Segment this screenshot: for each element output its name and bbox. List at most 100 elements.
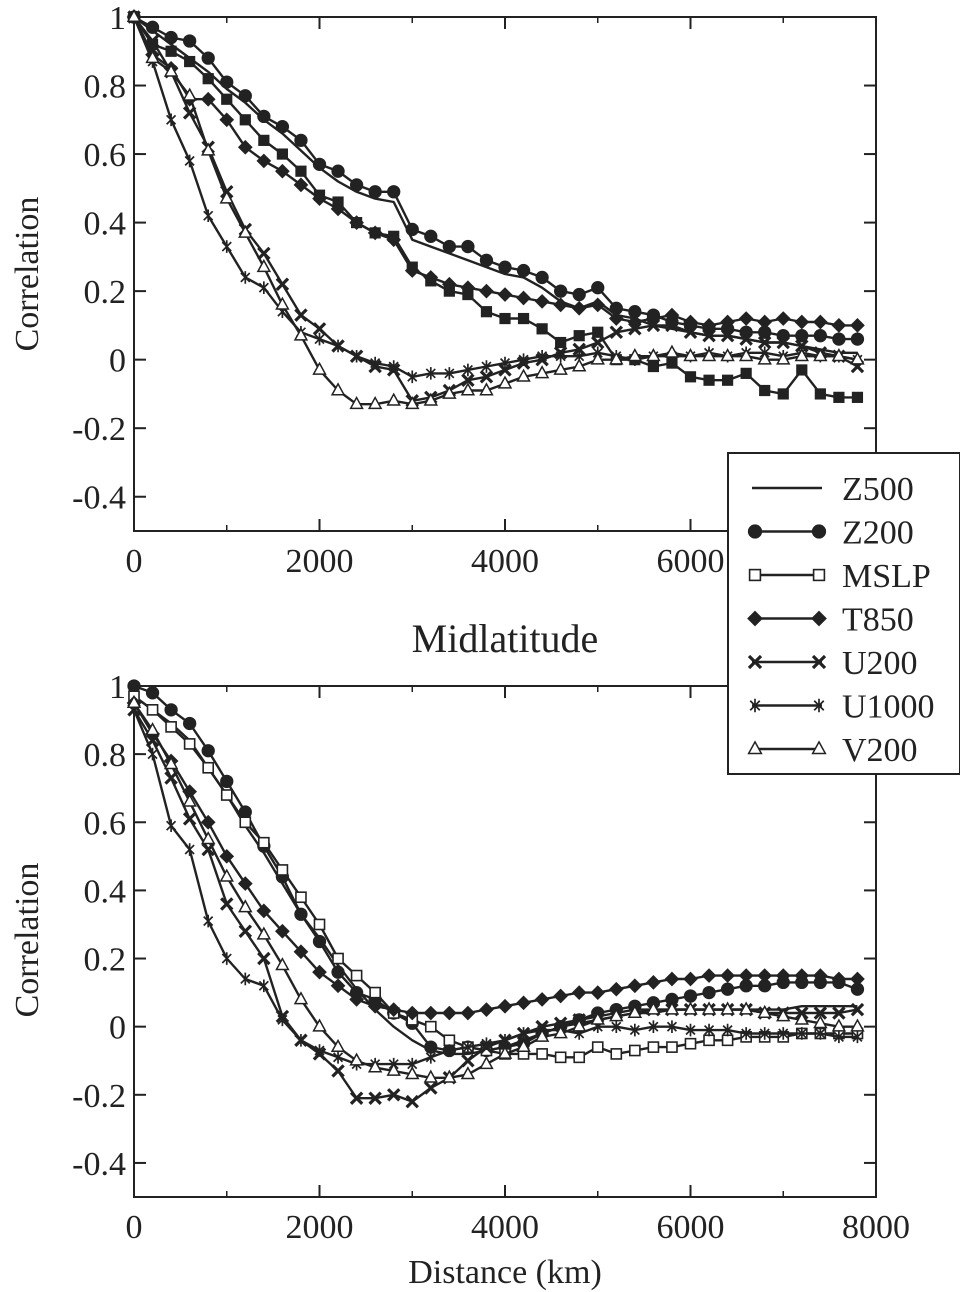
top-mslp-point	[555, 336, 567, 349]
top-series-v200	[126, 8, 865, 410]
top-t850-point	[237, 139, 253, 155]
top-z200-point	[516, 263, 531, 278]
top-u1000-point	[555, 349, 566, 363]
top-v200-point	[405, 396, 420, 410]
top-mslp-point	[276, 148, 288, 160]
bottom-z200-point	[850, 982, 865, 996]
bottom-y-tick-label: 0	[109, 1010, 126, 1047]
top-v200-point	[200, 142, 216, 156]
bottom-t850-point	[330, 978, 346, 994]
bottom-u200-point	[813, 1006, 828, 1020]
top-t850-point	[813, 314, 828, 330]
legend-item-mslp: MSLP	[748, 558, 931, 595]
top-mslp-point	[536, 323, 548, 335]
top-v200-point	[330, 382, 346, 396]
top-z200-point	[349, 178, 364, 192]
bottom-v200-point	[182, 793, 197, 807]
bottom-u1000-point	[518, 1027, 529, 1040]
bottom-u200-point	[257, 951, 271, 966]
top-t850-point	[664, 307, 680, 323]
top-u1000-point	[481, 360, 492, 373]
top-v200-point	[367, 396, 383, 410]
top-u1000-point	[184, 154, 195, 168]
top-u1000-point	[370, 356, 381, 370]
bottom-y-tick-label: 0.6	[84, 805, 127, 842]
bottom-mslp-point	[258, 836, 270, 849]
bottom-t850-point	[442, 1005, 457, 1021]
top-x-tick-label: 4000	[471, 543, 539, 580]
bottom-v200-point	[275, 957, 290, 971]
bottom-z200-point	[312, 934, 327, 949]
bottom-v200-point	[794, 1011, 810, 1025]
bottom-u1000-point	[666, 1020, 678, 1033]
bottom-z200-point	[758, 979, 772, 993]
bottom-series-v200	[126, 694, 865, 1083]
bottom-mslp-point	[591, 1041, 604, 1053]
bottom-u1000-point	[147, 747, 158, 761]
top-v200-point	[776, 351, 791, 365]
bottom-t850-point	[850, 971, 865, 987]
bottom-mslp-point	[629, 1044, 641, 1057]
top-u1000-point	[203, 209, 214, 223]
top-z200-point	[461, 239, 475, 254]
bottom-t850-point	[386, 1002, 402, 1017]
bottom-mslp-point	[276, 864, 289, 876]
bottom-mslp-point	[313, 918, 326, 931]
top-x-tick-label: 2000	[286, 543, 354, 580]
bottom-t850-point	[460, 1005, 476, 1021]
legend-items: Z500 Z200 MSLP T850 U200 U1000 V200	[747, 471, 935, 769]
top-z200-point	[554, 284, 568, 298]
top-u1000-point	[221, 240, 232, 253]
top-t850-point	[850, 318, 865, 333]
bottom-t850-point	[219, 848, 235, 864]
bottom-v200-point	[646, 1001, 661, 1015]
top-z200-point	[572, 287, 586, 302]
top-v200-point	[646, 348, 661, 362]
top-v200-point	[256, 258, 272, 273]
bottom-v200-point	[423, 1069, 439, 1083]
top-t850-point	[386, 232, 402, 248]
bottom-mslp-point	[146, 704, 159, 716]
bottom-u1000-point	[741, 1027, 752, 1040]
top-z200-point	[591, 281, 605, 295]
legend-item-u200: U200	[747, 645, 918, 682]
legend-z500-label: Z500	[842, 471, 914, 508]
top-mslp-point	[239, 114, 251, 126]
bottom-v200-point	[683, 1001, 698, 1015]
bottom-mslp-point	[220, 789, 233, 801]
top-v200-point	[182, 87, 197, 101]
top-u1000-point	[462, 363, 473, 377]
top-v200-point	[163, 63, 179, 77]
bottom-mslp-point	[165, 721, 177, 733]
bottom-mslp-point	[350, 969, 363, 982]
bottom-z200-point	[201, 744, 215, 758]
bottom-u1000-point	[462, 1040, 473, 1054]
bottom-t850-point	[794, 968, 810, 983]
top-y-axis-label: Correlation	[9, 197, 46, 352]
top-z200-point	[387, 185, 401, 199]
legend-mslp-label: MSLP	[842, 558, 931, 595]
bottom-u1000-point	[240, 972, 251, 986]
top-v200-point	[442, 385, 457, 399]
bottom-mslp-point	[295, 891, 307, 904]
bottom-y-tick-label: 1	[109, 669, 126, 706]
bottom-y-tick-label: -0.4	[72, 1146, 126, 1183]
bottom-z200-point	[665, 992, 679, 1007]
top-mslp-point	[184, 55, 196, 68]
top-t850-point	[404, 263, 420, 278]
top-t850-point	[590, 297, 606, 313]
top-z200-point	[294, 133, 308, 148]
top-mslp-point	[796, 364, 808, 376]
bottom-t850-point	[720, 968, 735, 983]
bottom-v200-point	[701, 1001, 717, 1015]
bottom-series-layer	[126, 679, 865, 1109]
top-u200-point	[294, 308, 308, 322]
top-x-tick-label: 6000	[657, 543, 725, 580]
legend-v200-label: V200	[842, 732, 918, 769]
bottom-z200-point	[702, 985, 716, 1000]
top-t850-point	[831, 318, 847, 333]
bottom-x-tick-label: 2000	[286, 1209, 354, 1246]
top-mslp-point	[814, 388, 826, 400]
top-t850-point	[442, 276, 457, 292]
top-u200-point	[145, 34, 160, 48]
